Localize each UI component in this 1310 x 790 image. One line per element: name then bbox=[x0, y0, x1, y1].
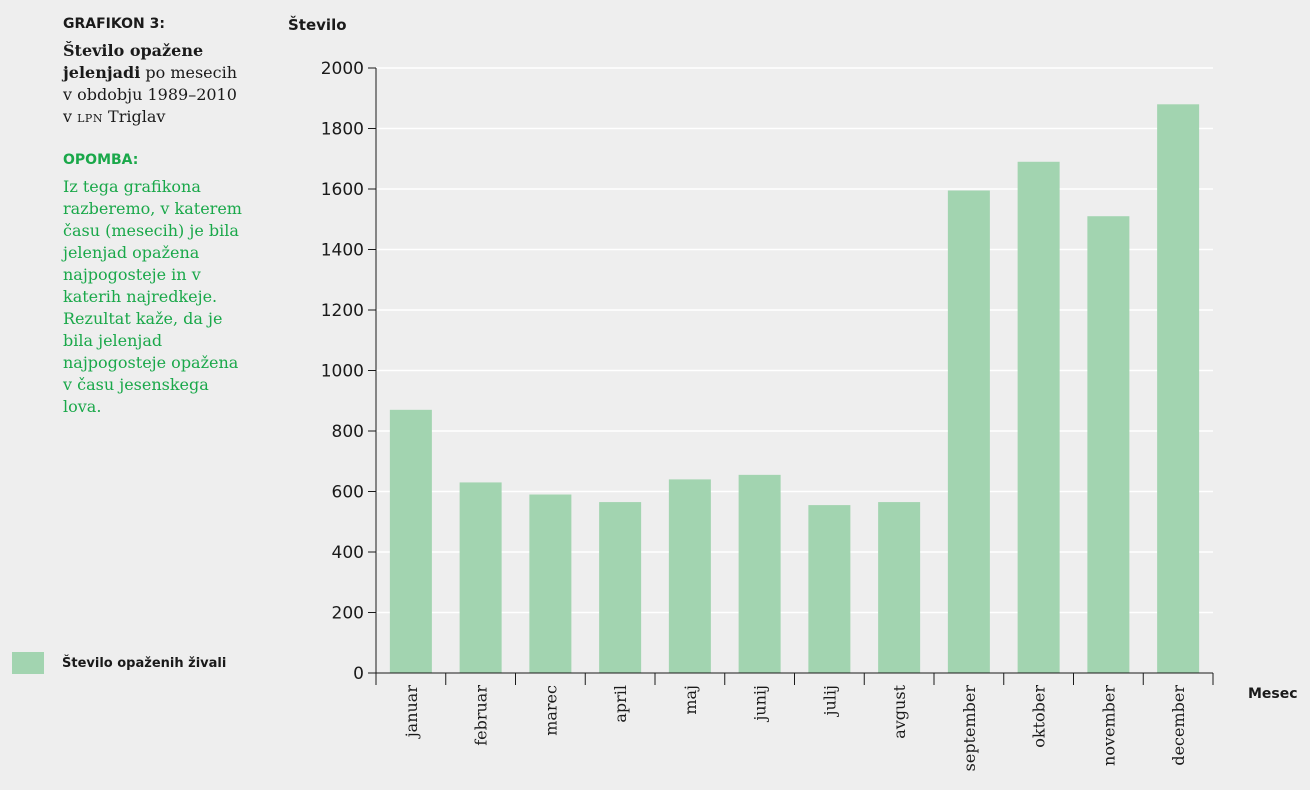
y-tick-label: 1400 bbox=[321, 241, 364, 261]
y-tick-label: 1200 bbox=[321, 301, 364, 321]
note-label: OPOMBA: bbox=[63, 152, 139, 168]
x-tick-label: julij bbox=[820, 685, 839, 717]
x-tick-label: januar bbox=[402, 685, 421, 740]
chart-caption: Število opažene jelenjadi po mesecih v o… bbox=[63, 40, 243, 128]
y-tick-label: 800 bbox=[332, 422, 364, 442]
x-tick-label: november bbox=[1099, 685, 1118, 766]
bar-april bbox=[599, 502, 642, 673]
y-tick-label: 0 bbox=[353, 664, 364, 684]
bar-junij bbox=[738, 474, 781, 673]
x-tick-label: september bbox=[960, 685, 979, 772]
bar-oktober bbox=[1017, 161, 1060, 673]
bar-januar bbox=[389, 409, 432, 673]
bar-avgust bbox=[878, 502, 921, 673]
bar-november bbox=[1087, 216, 1130, 673]
chart-number-label: GRAFIKON 3: bbox=[63, 16, 165, 32]
legend-label: Število opaženih živali bbox=[62, 655, 227, 671]
chart-caption-end: Triglav bbox=[102, 107, 166, 126]
y-tick-label: 200 bbox=[332, 604, 364, 624]
x-tick-label: marec bbox=[541, 685, 560, 736]
y-tick-label: 1000 bbox=[321, 362, 364, 382]
chart-caption-abbreviation: LPN bbox=[77, 107, 103, 126]
bar-september bbox=[947, 190, 990, 673]
legend-swatch bbox=[12, 652, 44, 674]
x-tick-label: december bbox=[1169, 685, 1188, 766]
y-tick-label: 400 bbox=[332, 543, 364, 563]
bar-julij bbox=[808, 505, 851, 673]
x-tick-label: avgust bbox=[890, 684, 909, 738]
note-text: Iz tega grafikona razberemo, v katerem č… bbox=[63, 177, 242, 416]
chart-caption-text: po mesecih v obdobju 1989–2010 v bbox=[63, 63, 238, 126]
x-tick-label: oktober bbox=[1030, 685, 1049, 748]
y-tick-label: 600 bbox=[332, 483, 364, 503]
y-tick-label: 1800 bbox=[321, 120, 364, 140]
x-tick-label: junij bbox=[751, 685, 770, 723]
bar-marec bbox=[529, 494, 572, 673]
bar-maj bbox=[668, 479, 711, 673]
y-tick-label: 2000 bbox=[321, 59, 364, 79]
chart-description: GRAFIKON 3: Število opažene jelenjadi po… bbox=[63, 16, 243, 418]
x-tick-label: februar bbox=[472, 685, 491, 746]
bar-februar bbox=[459, 482, 502, 673]
legend: Število opaženih živali bbox=[12, 652, 226, 674]
bar-december bbox=[1157, 104, 1200, 674]
x-tick-label: maj bbox=[681, 685, 700, 715]
y-tick-label: 1600 bbox=[321, 180, 364, 200]
y-axis-title: Število bbox=[288, 16, 347, 34]
chart-caption-bold: Število opažene jelenjadi bbox=[63, 41, 204, 82]
x-axis-title: Mesec bbox=[1248, 686, 1298, 702]
x-tick-label: april bbox=[611, 685, 630, 723]
